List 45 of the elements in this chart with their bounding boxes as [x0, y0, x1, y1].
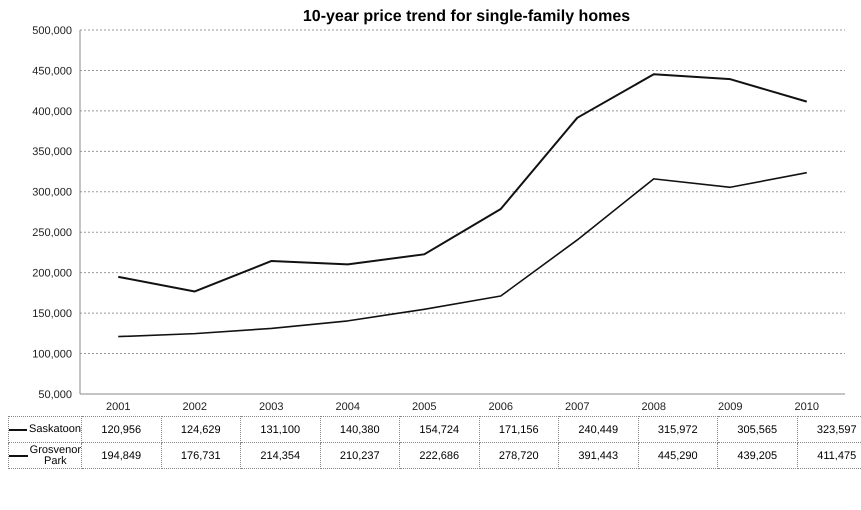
data-label: 323,597: [797, 416, 861, 442]
x-tick-label: 2008: [642, 400, 666, 413]
data-label: 171,156: [479, 416, 558, 442]
data-label: 240,449: [558, 416, 638, 442]
data-label: 391,443: [558, 442, 638, 468]
line-series: [117, 172, 808, 338]
y-tick-label: 50,000: [38, 388, 72, 401]
x-tick-label: 2006: [488, 400, 513, 413]
data-label: 315,972: [638, 416, 718, 442]
chart-title: 10-year price trend for single-family homes: [302, 8, 632, 26]
x-tick-label: 2007: [565, 400, 590, 413]
legend-label: Saskatoon: [29, 423, 81, 435]
data-label: 445,290: [638, 442, 718, 468]
legend-label: Grosvenor Park: [30, 444, 81, 466]
y-tick-label: 200,000: [32, 268, 72, 280]
x-tick-label: 2002: [182, 400, 207, 413]
x-tick-label: 2003: [259, 400, 284, 413]
x-tick-label: 2005: [412, 400, 436, 413]
x-tick-label: 2004: [336, 400, 360, 413]
y-tick-label: 150,000: [32, 308, 72, 320]
data-label: 120,956: [82, 416, 161, 442]
data-label: 278,720: [479, 442, 558, 468]
y-tick-label: 450,000: [32, 65, 72, 78]
data-label: 154,724: [400, 416, 479, 442]
data-label: 194,849: [82, 442, 161, 468]
data-label: 124,629: [161, 416, 240, 442]
data-label: 222,686: [400, 442, 479, 468]
data-label: 176,731: [161, 442, 240, 468]
data-label: 411,475: [797, 442, 861, 468]
y-tick-label: 300,000: [32, 186, 72, 199]
x-tick-label: 2010: [794, 400, 819, 413]
x-tick-label: 2009: [718, 400, 742, 413]
data-label: 140,380: [320, 416, 400, 442]
data-label: 131,100: [240, 416, 320, 442]
y-tick-label: 100,000: [32, 348, 72, 360]
y-tick-label: 250,000: [32, 227, 72, 240]
data-label: 214,354: [240, 442, 320, 468]
line-series: [117, 73, 808, 292]
y-tick-label: 500,000: [32, 24, 72, 37]
y-tick-label: 350,000: [32, 146, 72, 158]
data-label: 439,205: [718, 442, 797, 468]
data-label: 210,237: [320, 442, 400, 468]
y-tick-label: 400,000: [32, 106, 72, 118]
data-label: 305,565: [718, 416, 797, 442]
x-tick-label: 2001: [106, 400, 130, 413]
